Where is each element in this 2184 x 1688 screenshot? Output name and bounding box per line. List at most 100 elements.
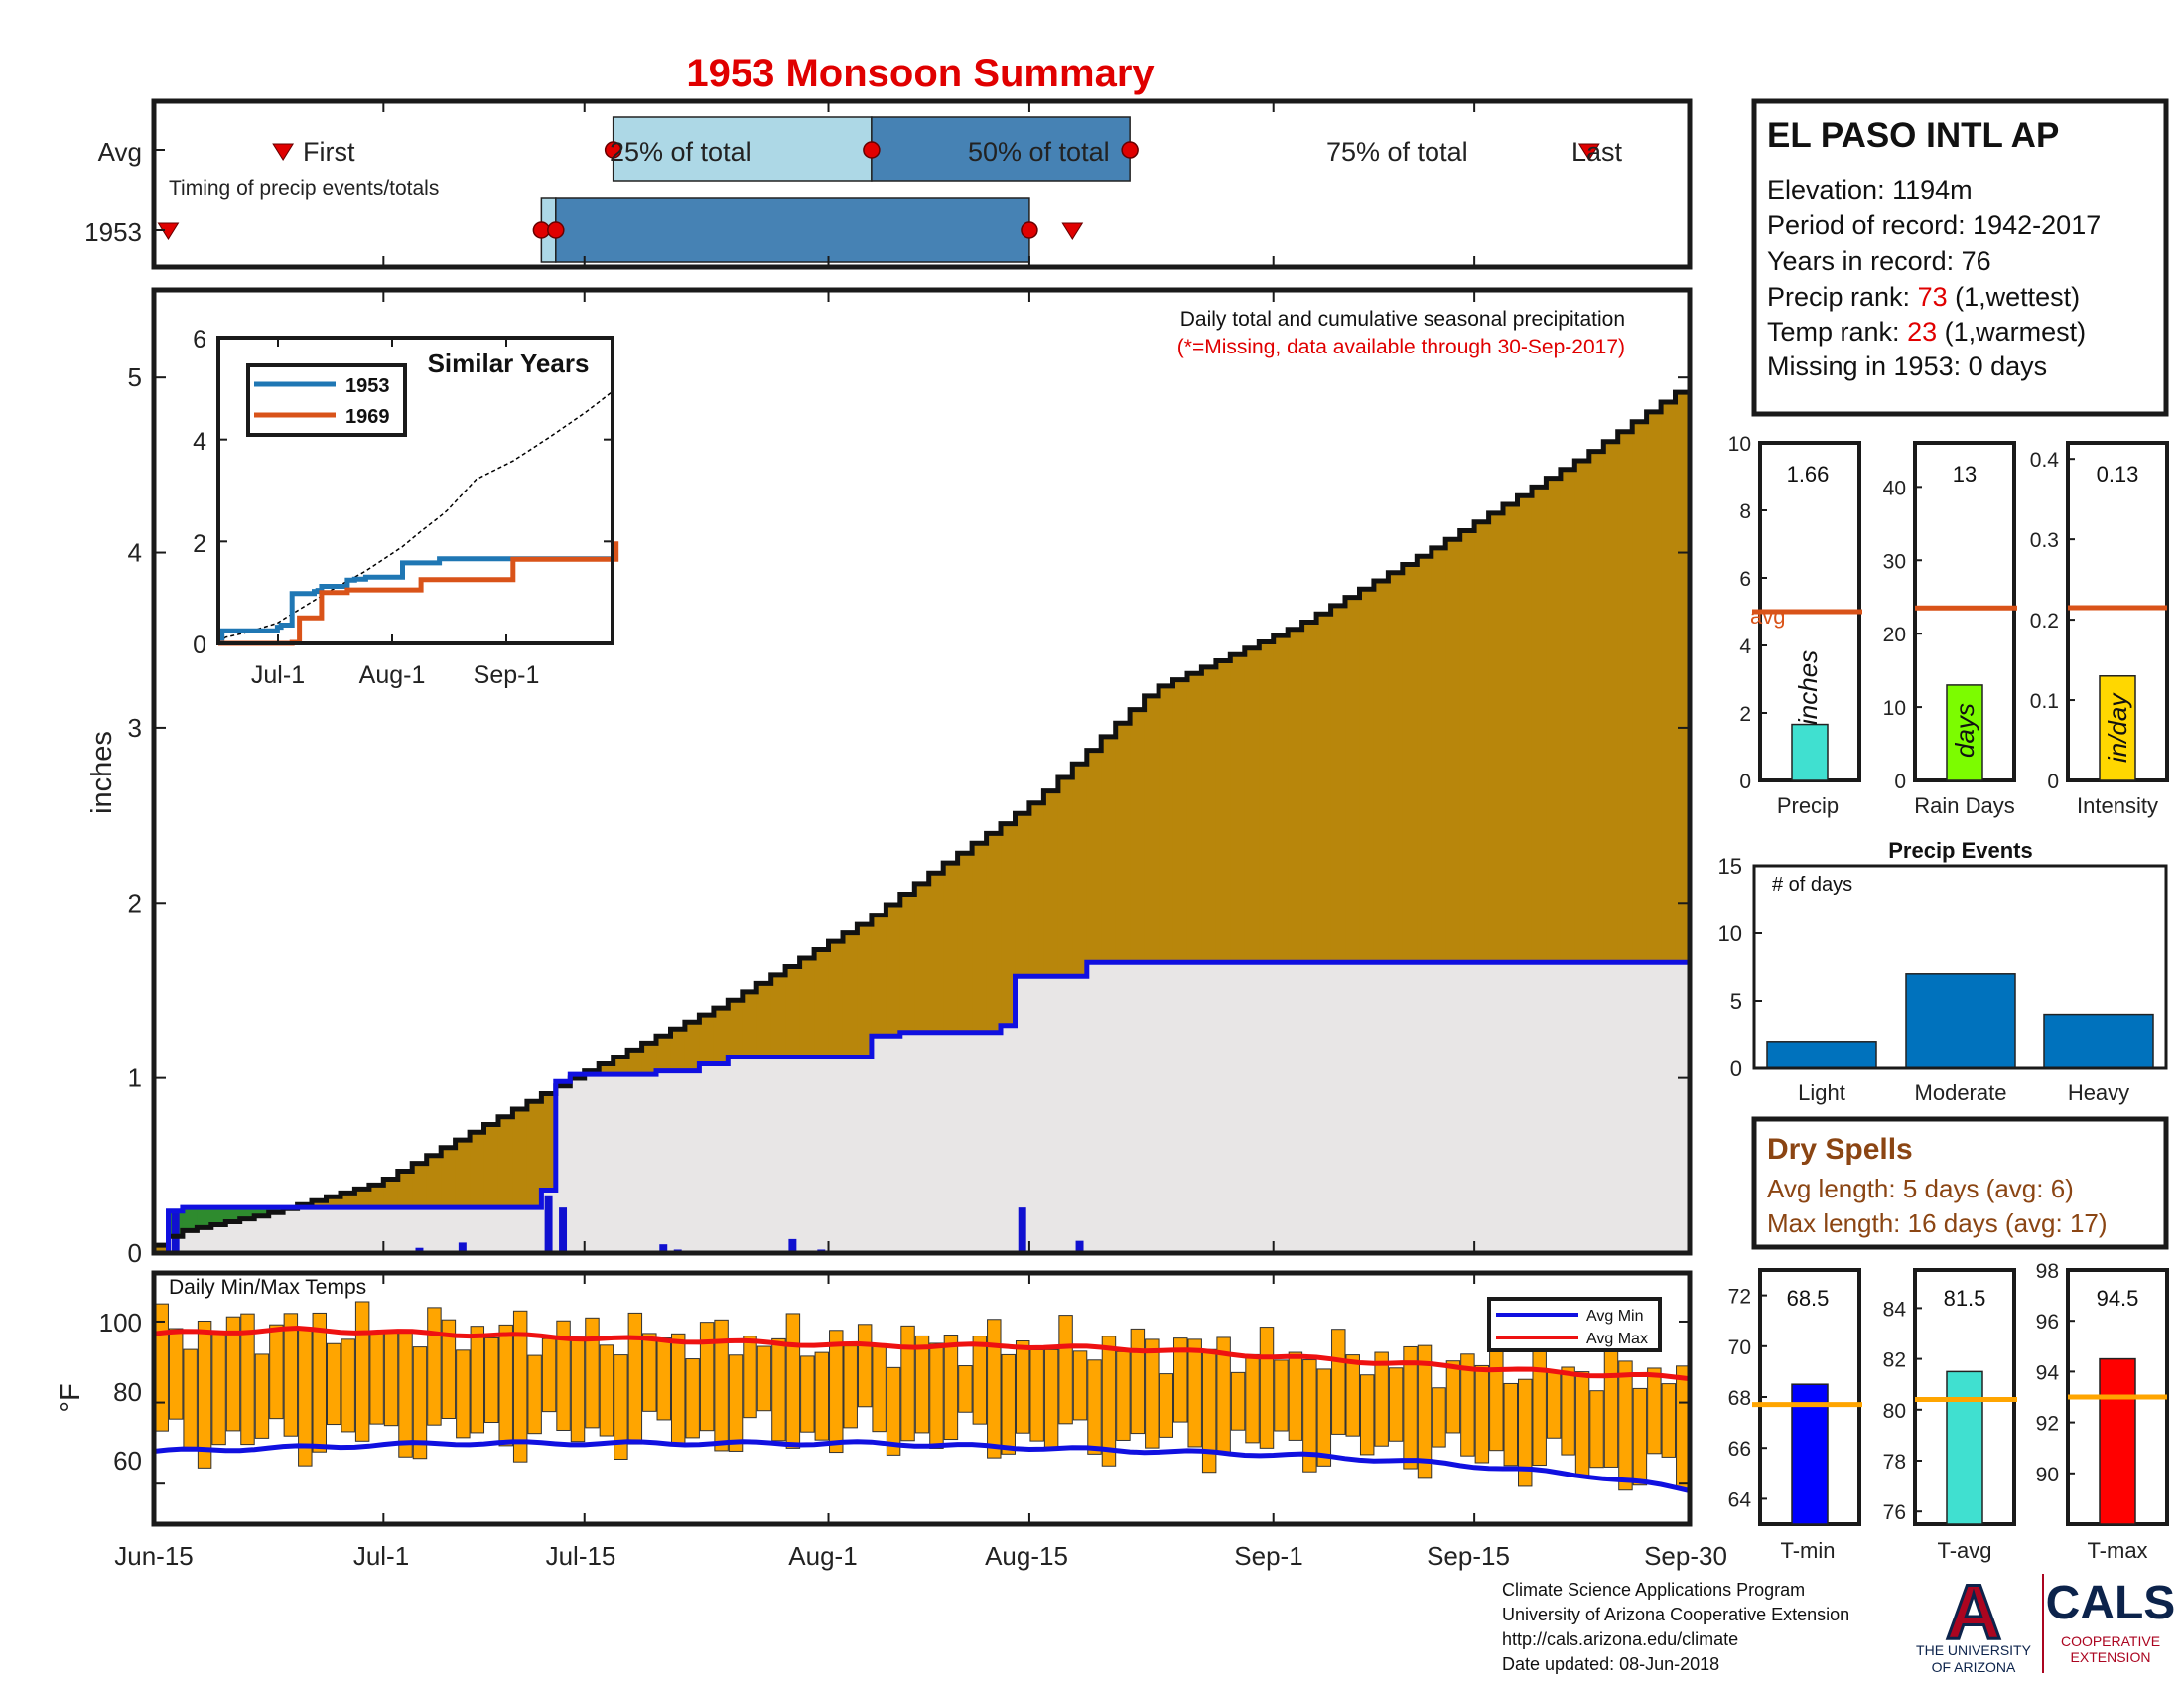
daily-temp-bar [1603, 1348, 1619, 1468]
timing-avg-p50-marker [863, 141, 881, 159]
daily-temp-bar [1316, 1368, 1332, 1467]
daily-temp-bar [1159, 1373, 1174, 1438]
precip-mini-tick-label: 0 [2047, 771, 2059, 793]
daily-temp-bar [1489, 1347, 1504, 1452]
temps-ytick-60: 60 [113, 1446, 142, 1476]
below-avg-fill [1417, 556, 1433, 963]
below-avg-fill [1603, 441, 1619, 963]
daily-temp-bar [398, 1329, 413, 1458]
below-avg-fill [1215, 660, 1231, 963]
temp-mini-xlabel-0: T-min [1781, 1538, 1836, 1563]
below-avg-fill [426, 1155, 442, 1208]
precip-mini-tick-label: 0.2 [2030, 610, 2059, 633]
daily-temp-bar [728, 1354, 744, 1452]
below-avg-fill [1675, 392, 1691, 963]
daily-precip-bar [788, 1238, 797, 1253]
precip-mini-xlabel-2: Intensity [2077, 793, 2158, 818]
below-avg-fill [899, 894, 915, 1033]
below-avg-fill [1503, 504, 1519, 963]
below-avg-fill [441, 1147, 457, 1208]
below-avg-fill [1273, 635, 1289, 963]
below-avg-fill [340, 1193, 356, 1208]
inset-legend-box [246, 363, 407, 437]
below-avg-fill [1646, 411, 1662, 963]
daily-temp-bar [800, 1355, 815, 1433]
timing-last-label: Last [1571, 137, 1623, 167]
daily-temp-bar [1116, 1350, 1131, 1441]
below-avg-fill [1431, 547, 1446, 963]
station-elevation: Elevation: 1194m [1767, 175, 1973, 205]
below-avg-fill [699, 1015, 715, 1064]
x-axis: Jun-15 Jul-1 Jul-15 Aug-1 Aug-15 Sep-1 S… [114, 1541, 1727, 1571]
below-avg-fill [713, 1008, 729, 1064]
daily-precip-bar [458, 1242, 467, 1253]
daily-temp-bar [1632, 1387, 1648, 1486]
temp-mini-bar-0 [1791, 1383, 1829, 1525]
daily-temp-bar [354, 1301, 370, 1442]
precip-mini-tick-label: 0 [1739, 771, 1751, 793]
daily-temp-bar [168, 1328, 184, 1420]
below-avg-fill [1560, 469, 1575, 963]
daily-temp-bar [225, 1316, 241, 1432]
inset-legend-1953: 1953 [345, 375, 390, 397]
timing-row-avg: Avg [98, 137, 142, 167]
inset-avg-curve [217, 390, 614, 643]
daily-temp-bar [1403, 1345, 1418, 1470]
temp-mini-tick-label: 64 [1728, 1488, 1752, 1511]
daily-temp-bar [642, 1333, 657, 1412]
inset-xtick-aug1: Aug-1 [359, 661, 426, 689]
temp-mini-tick-label: 82 [1883, 1349, 1906, 1372]
daily-temp-bar [670, 1333, 686, 1446]
daily-temp-bar [441, 1319, 457, 1420]
daily-temp-bar [743, 1336, 757, 1419]
events-ytick-10: 10 [1718, 921, 1742, 946]
inset-plot-frame [216, 336, 614, 645]
main-y-tick-label: 0 [128, 1238, 142, 1268]
precip-mini-bar-1 [1946, 684, 1983, 781]
temp-mini-value-2: 94.5 [2097, 1286, 2139, 1311]
inset-ytick-4: 4 [193, 428, 206, 456]
events-bar-light [1766, 1041, 1877, 1069]
below-avg-fill [1230, 654, 1246, 963]
daily-temp-bar [1661, 1383, 1677, 1458]
daily-temp-bar [1259, 1327, 1275, 1449]
inset-ytick-6: 6 [193, 326, 206, 353]
below-avg-fill [1043, 790, 1059, 977]
below-avg-fill [383, 1179, 399, 1208]
daily-temp-bar [1589, 1390, 1604, 1469]
events-ytick-0: 0 [1730, 1056, 1742, 1081]
inset-xtick-jul1: Jul-1 [251, 661, 305, 689]
below-avg-fill [828, 941, 844, 1057]
below-avg-fill [871, 914, 887, 1037]
credits-line-4: Date updated: 08-Jun-2018 [1502, 1654, 1719, 1674]
above-avg-fill [239, 1207, 255, 1219]
timing-frame [151, 98, 1693, 270]
avg-cumulative-line [154, 382, 1693, 1248]
temp-mini-value-0: 68.5 [1787, 1286, 1830, 1311]
temp-mini-panels: 64 66 68 70 72 76 78 80 82 84 90 92 94 96 98 68.5 81.5… [1728, 1260, 2169, 1563]
cumulative-1953-fill [154, 962, 1690, 1253]
precip-mini-value-1: 13 [1953, 462, 1977, 487]
daily-temp-bar [427, 1307, 442, 1426]
avg-max-line [153, 1325, 1691, 1382]
below-avg-fill [1445, 539, 1461, 963]
temp-mini-value-1: 81.5 [1944, 1286, 1986, 1311]
daily-temp-bar [614, 1354, 628, 1460]
main-ylabel: inches [86, 731, 118, 814]
temp-mini-tick-label: 68 [1728, 1387, 1751, 1410]
daily-temp-bar [814, 1351, 830, 1441]
ua-block-a-icon: A [1946, 1568, 2001, 1655]
below-avg-fill [512, 1109, 528, 1208]
below-avg-fill [770, 974, 786, 1057]
below-avg-fill [785, 966, 801, 1057]
cals-line-2: EXTENSION [2071, 1649, 2151, 1665]
below-avg-fill [1001, 823, 1017, 1026]
xtick-jul15: Jul-15 [546, 1541, 616, 1571]
below-avg-fill [1345, 597, 1361, 963]
daily-temp-bar [1145, 1338, 1160, 1449]
inset-ytick-0: 0 [193, 632, 206, 659]
events-xlabel-light: Light [1798, 1080, 1845, 1105]
daily-temp-bar [1015, 1340, 1030, 1434]
daily-temp-bar [1359, 1374, 1375, 1456]
temp-mini-tick-label: 92 [2036, 1413, 2059, 1436]
